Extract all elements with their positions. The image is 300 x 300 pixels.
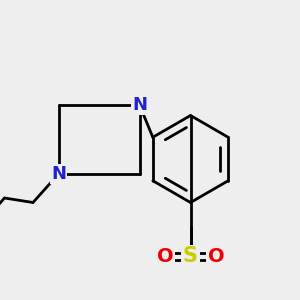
Text: O: O xyxy=(157,247,173,266)
Text: N: N xyxy=(132,96,147,114)
Text: N: N xyxy=(51,165,66,183)
Text: S: S xyxy=(183,247,198,266)
Text: O: O xyxy=(208,247,224,266)
